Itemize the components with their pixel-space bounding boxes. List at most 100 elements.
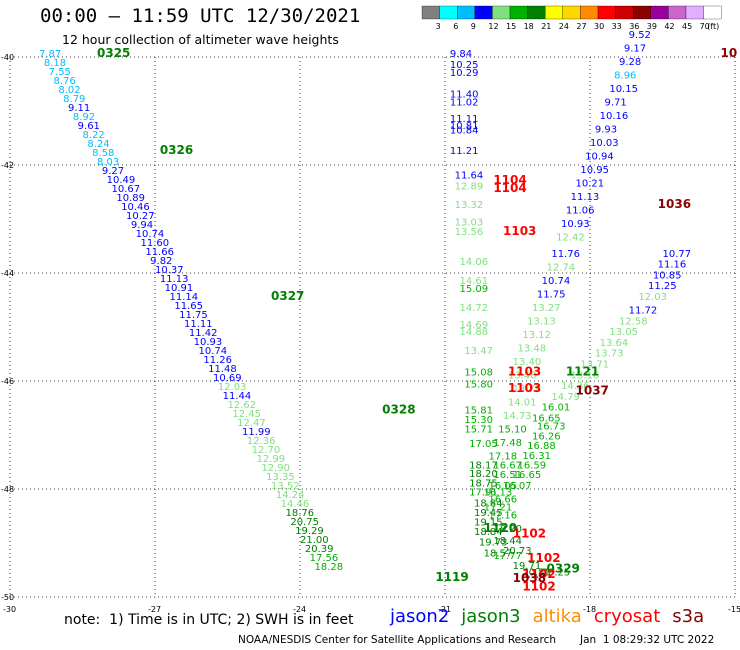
wave-height-label: 9.28 xyxy=(619,57,641,68)
wave-height-label: 15.08 xyxy=(464,368,493,379)
wave-height-label: 11.11 xyxy=(450,114,479,125)
wave-height-label: 13.48 xyxy=(508,370,537,381)
wave-height-label: 13.40 xyxy=(513,357,542,368)
wave-height-label: 14.36 xyxy=(561,381,590,392)
wave-height-label: 10.03 xyxy=(590,138,619,149)
color-scale-unit: (ft) xyxy=(707,22,719,31)
wave-height-label: 10.74 xyxy=(199,346,228,357)
color-scale-tick: 70 xyxy=(700,22,710,31)
wave-height-label: 18.20 xyxy=(493,524,522,535)
wave-height-label: 16.31 xyxy=(522,451,551,462)
pass-time-label: 0327 xyxy=(271,289,304,303)
pass-time-label: 1103 xyxy=(508,365,541,379)
pass-time-label: 1102 xyxy=(527,551,560,565)
wave-height-label: 13.47 xyxy=(464,346,493,357)
wave-height-label: 11.11 xyxy=(184,319,213,330)
y-tick-label: -40 xyxy=(1,53,14,62)
wave-height-label: 8.58 xyxy=(92,148,114,159)
wave-height-label: 10.37 xyxy=(155,265,184,276)
wave-height-label: 9.17 xyxy=(624,44,646,55)
wave-height-label: 16.13 xyxy=(484,487,513,498)
wave-height-label: 13.13 xyxy=(527,316,556,327)
wave-height-label: 14.73 xyxy=(503,411,532,422)
wave-height-label: 16.26 xyxy=(532,431,561,442)
wave-height-label: 11.75 xyxy=(537,289,566,300)
wave-height-label: 8.03 xyxy=(97,157,119,168)
x-tick-label: -24 xyxy=(293,605,306,614)
legend-jason3: jason3 xyxy=(461,606,521,627)
wave-height-label: 17.05 xyxy=(469,439,498,450)
pass-time-label: 1121 xyxy=(566,365,599,379)
wave-height-label: 16.59 xyxy=(518,460,547,471)
wave-height-label: 10.84 xyxy=(450,126,479,137)
color-scale-tick: 27 xyxy=(576,22,586,31)
wave-height-label: 10.91 xyxy=(165,283,194,294)
wave-height-label: 16.73 xyxy=(537,422,566,433)
wave-height-label: 12.70 xyxy=(252,445,281,456)
wave-height-label: 13.73 xyxy=(595,349,624,360)
color-scale-swatch xyxy=(703,5,722,20)
wave-height-label: 20.25 xyxy=(542,567,571,578)
y-tick-label: -46 xyxy=(1,377,14,386)
wave-height-label: 10.89 xyxy=(116,193,145,204)
wave-height-label: 17.48 xyxy=(493,438,522,449)
chart-subtitle: 12 hour collection of altimeter wave hei… xyxy=(62,32,339,47)
wave-height-label: 12.47 xyxy=(237,418,266,429)
color-scale-swatch xyxy=(685,5,704,20)
wave-height-label: 14.01 xyxy=(508,397,537,408)
y-tick-label: -44 xyxy=(1,269,14,278)
wave-height-label: 14.69 xyxy=(460,320,489,331)
wave-height-label: 13.05 xyxy=(609,327,638,338)
wave-height-label: 9.82 xyxy=(150,256,172,267)
satellite-legend: jason2 jason3 altika cryosat s3a xyxy=(390,606,716,627)
wave-height-label: 11.26 xyxy=(203,355,232,366)
wave-height-label: 10.93 xyxy=(561,219,590,230)
wave-height-label: 9.27 xyxy=(102,166,124,177)
wave-height-label: 11.21 xyxy=(450,146,479,157)
wave-height-label: 10.21 xyxy=(576,179,605,190)
pass-time-label: 0328 xyxy=(382,402,415,416)
wave-height-label: 14.61 xyxy=(460,276,489,287)
wave-height-label: 10.29 xyxy=(450,68,479,79)
wave-height-label: 16.01 xyxy=(542,403,571,414)
wave-height-label: 11.72 xyxy=(629,306,658,317)
footnote: note: 1) Time is in UTC; 2) SWH is in fe… xyxy=(64,612,354,628)
wave-height-label: 15.09 xyxy=(460,284,489,295)
wave-height-label: 11.60 xyxy=(141,238,170,249)
x-tick-label: -15 xyxy=(728,605,740,614)
wave-height-label: 12.03 xyxy=(218,382,247,393)
wave-height-label: 11.14 xyxy=(170,292,199,303)
wave-height-label: 13.64 xyxy=(600,338,629,349)
wave-height-label: 16.88 xyxy=(527,441,556,452)
wave-height-label: 10.85 xyxy=(653,270,682,281)
wave-height-label: 13.48 xyxy=(518,343,547,354)
wave-height-label: 10.46 xyxy=(121,202,150,213)
pass-time-label: 1103 xyxy=(508,381,541,395)
x-tick-label: -27 xyxy=(148,605,161,614)
color-scale-tick: 6 xyxy=(453,22,458,31)
wave-height-label: 16.67 xyxy=(493,460,522,471)
color-scale-tick: 45 xyxy=(682,22,692,31)
color-scale-swatch xyxy=(474,5,493,20)
wave-height-label: 8.24 xyxy=(87,139,109,150)
wave-height-label: 11.99 xyxy=(242,427,271,438)
wave-height-label: 18.28 xyxy=(315,562,344,573)
color-scale-swatch xyxy=(509,5,528,20)
color-scale-swatch xyxy=(580,5,599,20)
pass-time-label: 1120 xyxy=(484,521,517,535)
pass-time-label: 1102 xyxy=(513,527,546,541)
wave-height-label: 21.00 xyxy=(300,535,329,546)
wave-height-label: 8.96 xyxy=(614,71,636,82)
wave-height-label: 19.73 xyxy=(479,538,508,549)
wave-height-label: 10.94 xyxy=(585,152,614,163)
wave-height-label: 9.11 xyxy=(68,103,90,114)
color-scale-swatch xyxy=(650,5,669,20)
chart-title: 00:00 – 11:59 UTC 12/30/2021 xyxy=(40,5,361,27)
wave-height-label: 15.71 xyxy=(464,424,493,435)
pass-time-label: 1037 xyxy=(576,384,609,398)
wave-height-label: 12.45 xyxy=(232,409,261,420)
color-scale-swatch xyxy=(615,5,634,20)
wave-height-label: 19.15 xyxy=(474,518,503,529)
